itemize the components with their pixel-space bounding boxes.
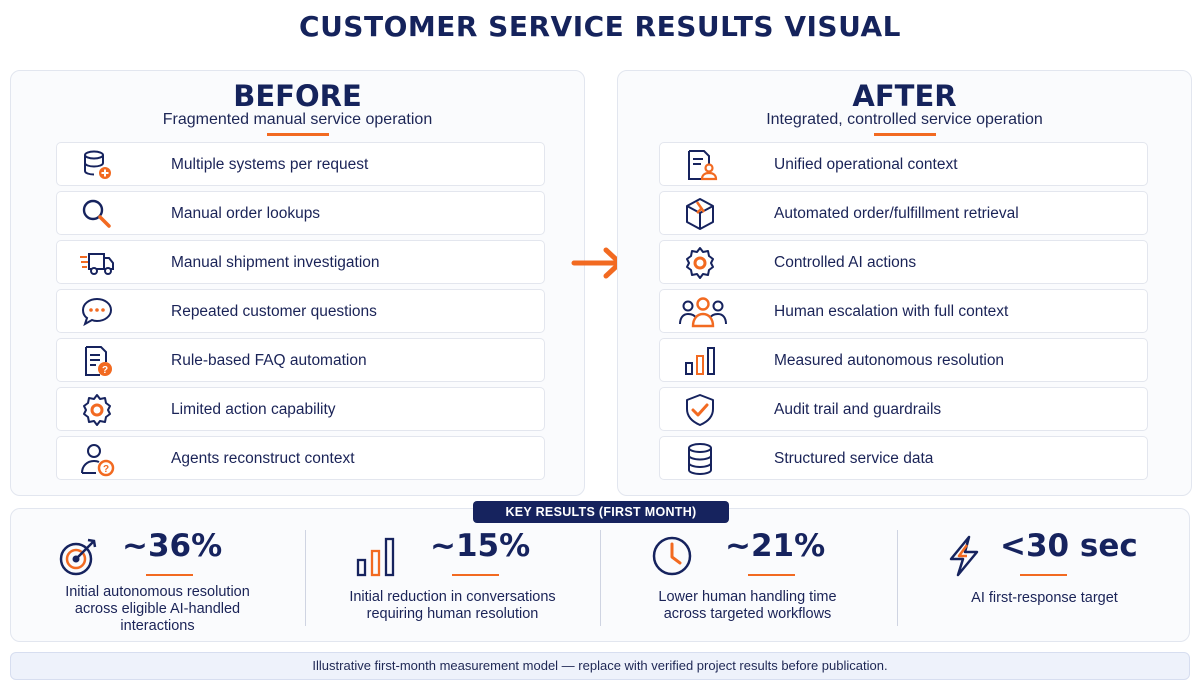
before-item: Repeated customer questions	[56, 289, 545, 333]
user-question-icon: ?	[79, 441, 115, 477]
before-item-label: Multiple systems per request	[171, 156, 369, 173]
before-item: Limited action capability	[56, 387, 545, 431]
gear-icon	[79, 392, 115, 428]
after-item: Controlled AI actions	[659, 240, 1148, 284]
bar-chart-icon	[355, 536, 397, 578]
before-item-label: Manual shipment investigation	[171, 254, 380, 271]
gear-icon	[682, 245, 718, 281]
before-subtitle: Fragmented manual service operation	[162, 111, 433, 128]
metric-desc-line: interactions	[120, 618, 195, 634]
metric-value: ~21%	[725, 528, 826, 564]
metric-handling-time: ~21% Lower human handling time across ta…	[600, 516, 895, 636]
after-item: Structured service data	[659, 436, 1148, 480]
metric-value: <30 sec	[1000, 528, 1138, 564]
metric-desc-line: requiring human resolution	[366, 606, 539, 622]
database-plus-icon	[79, 147, 115, 183]
after-item: Unified operational context	[659, 142, 1148, 186]
before-item: Manual shipment investigation	[56, 240, 545, 284]
metric-desc-line: Initial autonomous resolution	[65, 584, 250, 600]
chat-bubble-icon	[79, 294, 115, 330]
before-item-label: Limited action capability	[171, 401, 336, 418]
page-title: CUSTOMER SERVICE RESULTS VISUAL	[299, 10, 901, 43]
database-icon	[682, 441, 718, 477]
metric-underline	[452, 574, 499, 576]
shield-check-icon	[682, 392, 718, 428]
metric-description: Lower human handling time across targete…	[600, 589, 895, 623]
key-results-badge: KEY RESULTS (FIRST MONTH)	[473, 501, 729, 523]
disclaimer-footer: Illustrative first-month measurement mod…	[10, 652, 1190, 680]
metric-description: Initial autonomous resolution across eli…	[10, 584, 305, 635]
after-item: Audit trail and guardrails	[659, 387, 1148, 431]
metric-autonomous-resolution: ~36% Initial autonomous resolution acros…	[10, 516, 305, 636]
document-user-icon	[682, 147, 718, 183]
metric-first-response: <30 sec AI first-response target	[897, 516, 1192, 636]
metric-description: AI first-response target	[897, 590, 1192, 607]
before-item-label: Manual order lookups	[171, 205, 321, 222]
after-item: Automated order/fulfillment retrieval	[659, 191, 1148, 235]
package-box-icon	[682, 196, 718, 232]
before-heading: BEFORE	[233, 79, 362, 113]
metric-human-resolution-reduction: ~15% Initial reduction in conversations …	[305, 516, 600, 636]
before-item: Multiple systems per request	[56, 142, 545, 186]
metric-desc-line: Initial reduction in conversations	[349, 589, 556, 605]
before-item-label: Agents reconstruct context	[171, 450, 355, 467]
before-item-label: Rule-based FAQ automation	[171, 352, 367, 369]
magnifier-icon	[79, 196, 115, 232]
metric-description: Initial reduction in conversations requi…	[305, 589, 600, 623]
before-underline	[266, 133, 329, 136]
after-item-label: Controlled AI actions	[774, 254, 917, 271]
after-panel: AFTER Integrated, controlled service ope…	[617, 70, 1192, 496]
after-item-label: Measured autonomous resolution	[774, 352, 1005, 369]
before-list: Multiple systems per request Manual orde…	[56, 142, 545, 485]
after-item: Human escalation with full context	[659, 289, 1148, 333]
svg-text:?: ?	[102, 365, 108, 376]
after-underline	[873, 133, 936, 136]
after-list: Unified operational context Automated or…	[659, 142, 1148, 485]
after-item-label: Audit trail and guardrails	[774, 401, 942, 418]
metric-value: ~36%	[122, 528, 223, 564]
lightning-icon	[943, 535, 985, 577]
metric-divider	[897, 530, 898, 626]
after-item-label: Structured service data	[774, 450, 934, 467]
clock-icon	[651, 535, 693, 577]
bar-chart-icon	[682, 343, 718, 379]
after-subtitle: Integrated, controlled service operation	[766, 111, 1043, 128]
after-item-label: Automated order/fulfillment retrieval	[774, 205, 1019, 222]
metric-underline	[146, 574, 193, 576]
after-heading: AFTER	[852, 79, 957, 113]
team-icon	[678, 294, 728, 330]
after-item: Measured autonomous resolution	[659, 338, 1148, 382]
before-item: ? Rule-based FAQ automation	[56, 338, 545, 382]
delivery-truck-icon	[79, 245, 115, 281]
metric-underline	[748, 574, 795, 576]
before-panel: BEFORE Fragmented manual service operati…	[10, 70, 585, 496]
metric-value: ~15%	[430, 528, 531, 564]
metric-desc-line: Lower human handling time	[658, 589, 837, 605]
metric-underline	[1020, 574, 1067, 576]
before-item: ? Agents reconstruct context	[56, 436, 545, 480]
after-item-label: Human escalation with full context	[774, 303, 1009, 320]
target-arrow-icon	[57, 536, 99, 578]
before-item: Manual order lookups	[56, 191, 545, 235]
document-question-icon: ?	[79, 343, 115, 379]
metric-desc-line: AI first-response target	[971, 590, 1118, 606]
after-item-label: Unified operational context	[774, 156, 958, 173]
metric-desc-line: across targeted workflows	[663, 606, 832, 622]
svg-text:?: ?	[103, 464, 109, 475]
before-item-label: Repeated customer questions	[171, 303, 377, 320]
metric-divider	[305, 530, 306, 626]
metric-divider	[600, 530, 601, 626]
metric-desc-line: across eligible AI-handled	[74, 601, 241, 617]
